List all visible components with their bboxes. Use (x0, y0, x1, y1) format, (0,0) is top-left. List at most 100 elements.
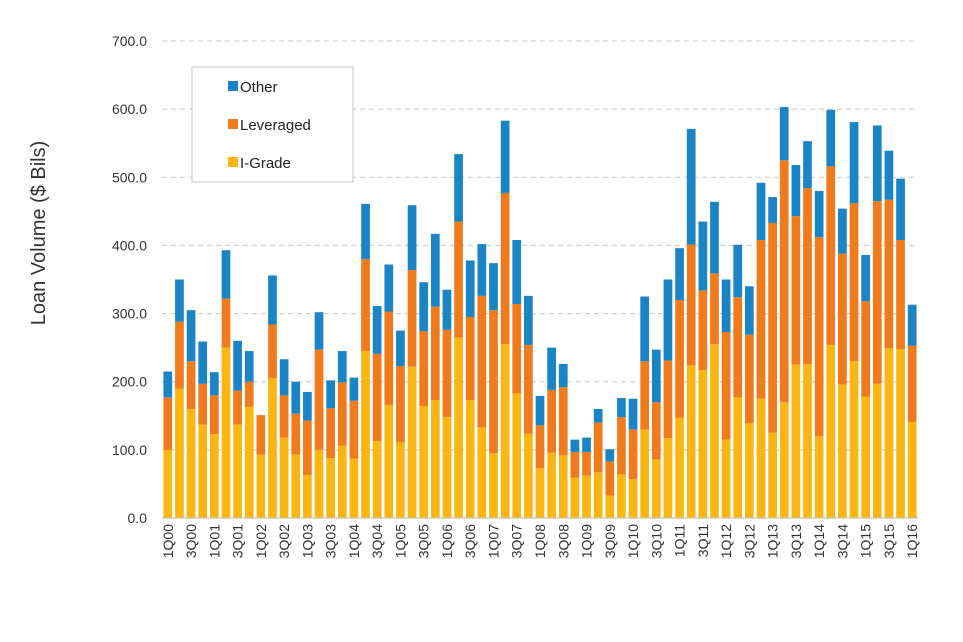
bar-other-3q12 (744, 286, 754, 335)
bar-other-1q04 (349, 377, 359, 401)
y-tick-label: 600.0 (112, 101, 147, 117)
bar-other-3q09 (605, 449, 615, 462)
x-tick-label: 3Q01 (230, 524, 246, 558)
bar-leveraged-1q08 (535, 425, 545, 469)
bar-i-grade-3q07 (512, 393, 522, 518)
x-tick-label: 1Q00 (160, 524, 176, 558)
bar-i-grade-3q14 (838, 384, 847, 518)
y-tick-label: 700.0 (112, 33, 147, 49)
bar-i-grade-1q10 (628, 479, 638, 518)
bar-other-4q10 (663, 279, 673, 361)
bar-other-2q02 (268, 275, 277, 325)
bar-leveraged-2q06 (454, 221, 463, 338)
bar-i-grade-1q16 (907, 421, 917, 518)
bar-leveraged-1q03 (303, 420, 312, 476)
bar-leveraged-3q10 (651, 402, 661, 460)
bar-other-2q00 (175, 279, 184, 322)
x-tick-label: 3Q06 (462, 524, 478, 558)
bar-other-3q06 (465, 260, 475, 317)
bar-i-grade-3q08 (558, 455, 568, 518)
bar-leveraged-4q10 (663, 360, 673, 439)
bar-i-grade-4q13 (803, 364, 812, 518)
bar-leveraged-4q02 (291, 413, 301, 455)
y-tick-label: 200.0 (112, 374, 147, 390)
bar-leveraged-3q08 (558, 387, 568, 456)
bar-other-4q11 (710, 201, 719, 274)
bar-leveraged-2q11 (686, 244, 696, 366)
x-tick-label: 1Q08 (532, 524, 548, 558)
bar-leveraged-1q01 (209, 395, 219, 435)
x-tick-label: 3Q11 (695, 524, 711, 557)
bar-i-grade-4q00 (198, 424, 208, 518)
legend-swatch-leveraged (228, 119, 238, 129)
bar-i-grade-3q05 (419, 406, 429, 518)
x-tick-label: 1Q16 (904, 524, 920, 558)
x-tick-label: 3Q12 (741, 524, 757, 558)
bar-leveraged-4q00 (198, 383, 208, 425)
bar-other-1q15 (861, 254, 871, 302)
bar-leveraged-4q06 (477, 295, 487, 428)
bar-leveraged-3q11 (698, 290, 708, 371)
bar-other-2q10 (640, 296, 650, 362)
x-tick-label: 1Q04 (346, 524, 362, 558)
bar-other-1q12 (721, 279, 731, 332)
x-tick-label: 1Q05 (392, 524, 408, 558)
legend-box (191, 66, 354, 183)
y-axis-tick-labels: 0.0 100.0 200.0 300.0 400.0 500.0 600.0 700.0 (112, 33, 147, 526)
y-tick-label: 300.0 (112, 306, 147, 322)
bar-i-grade-4q09 (617, 474, 626, 518)
bar-leveraged-2q09 (593, 422, 603, 473)
bar-i-grade-2q06 (454, 337, 463, 518)
bar-leveraged-1q16 (907, 345, 917, 422)
bar-i-grade-2q00 (175, 388, 184, 518)
bar-other-2q09 (593, 408, 603, 423)
bar-leveraged-1q05 (396, 366, 405, 443)
bar-leveraged-3q15 (884, 199, 894, 349)
bar-other-4q01 (244, 351, 254, 382)
bar-leveraged-4q12 (756, 239, 766, 399)
bar-i-grade-4q03 (337, 445, 347, 518)
bar-other-4q02 (291, 381, 301, 414)
x-tick-label: 3Q14 (834, 524, 850, 558)
bar-leveraged-4q14 (849, 203, 859, 362)
bar-leveraged-2q02 (268, 324, 277, 379)
bar-i-grade-2q11 (686, 365, 696, 518)
bar-i-grade-1q14 (814, 436, 824, 518)
x-tick-label: 3Q00 (183, 524, 199, 558)
bar-other-4q08 (570, 439, 580, 452)
bar-leveraged-1q02 (256, 415, 266, 455)
bar-i-grade-4q14 (849, 361, 859, 518)
x-tick-label: 1Q11 (672, 524, 688, 557)
bar-other-1q01 (209, 372, 219, 396)
legend-swatch-other (228, 81, 238, 91)
bar-i-grade-4q05 (430, 400, 440, 518)
legend-label-i-grade: I-Grade (240, 155, 291, 172)
bar-other-3q13 (791, 165, 801, 217)
bar-i-grade-3q01 (233, 424, 242, 518)
y-axis-label: Loan Volume ($ Bils) (28, 141, 50, 326)
bar-leveraged-3q03 (326, 408, 335, 459)
x-tick-label: 3Q09 (602, 524, 618, 558)
bar-other-2q12 (733, 244, 743, 298)
bar-i-grade-4q04 (384, 404, 394, 518)
bar-i-grade-3q04 (372, 441, 382, 518)
bar-other-1q13 (768, 197, 777, 223)
y-tick-label: 500.0 (112, 169, 147, 185)
bar-leveraged-1q14 (814, 237, 824, 437)
bar-i-grade-2q03 (314, 449, 324, 518)
bar-other-3q03 (326, 380, 335, 409)
bar-leveraged-3q06 (465, 316, 475, 401)
bar-other-3q05 (419, 282, 429, 332)
bar-other-2q13 (779, 107, 789, 161)
x-tick-label: 1Q07 (485, 524, 501, 558)
bar-i-grade-3q02 (279, 437, 289, 518)
bar-other-2q07 (500, 120, 510, 193)
bar-leveraged-4q03 (337, 382, 347, 446)
bar-leveraged-2q10 (640, 361, 650, 430)
bar-leveraged-3q12 (744, 334, 754, 424)
bar-i-grade-1q05 (396, 442, 405, 518)
bar-leveraged-2q12 (733, 297, 743, 398)
bar-leveraged-2q07 (500, 192, 510, 345)
y-tick-label: 100.0 (112, 442, 147, 458)
bar-i-grade-3q00 (186, 408, 196, 518)
